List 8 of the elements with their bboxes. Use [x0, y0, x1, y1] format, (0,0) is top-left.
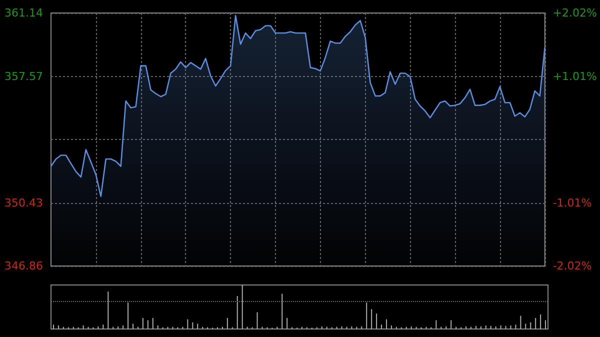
y2-tick-label: -2.02% — [552, 260, 592, 272]
y-tick-label: 357.57 — [4, 70, 43, 83]
y-tick-label: 361.14 — [4, 6, 43, 20]
y2-tick-label: -1.01% — [552, 196, 592, 210]
y-tick-label: 350.43 — [4, 196, 43, 210]
y2-tick-label: +1.01% — [552, 70, 598, 83]
y2-tick-label: +2.02% — [552, 6, 598, 20]
y-tick-label: 346.86 — [4, 260, 43, 272]
